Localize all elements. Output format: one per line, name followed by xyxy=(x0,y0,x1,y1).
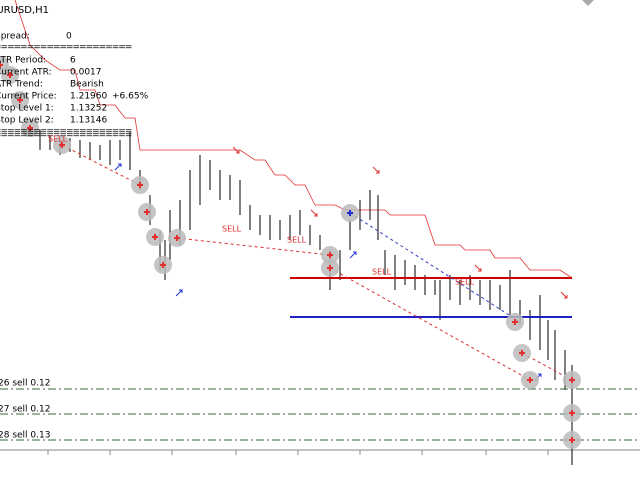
marker-cross xyxy=(137,182,143,188)
marker-cross xyxy=(327,252,333,258)
marker-cross xyxy=(7,72,13,78)
time-ticks xyxy=(47,450,549,455)
info-value: 6 xyxy=(70,56,76,66)
marker-cross xyxy=(152,234,158,240)
info-change: +6.65% xyxy=(112,92,149,102)
trailing-stop xyxy=(14,0,573,279)
separator: ===================== xyxy=(0,43,132,53)
info-label: Spread: xyxy=(0,32,30,42)
marker-cross xyxy=(512,319,518,325)
separator: ===================== xyxy=(0,131,132,141)
info-value: 1.13146 xyxy=(70,116,107,126)
order-label: 28 sell 0.13 xyxy=(0,431,50,441)
trade-markers xyxy=(0,56,581,449)
info-value: Bearish xyxy=(70,80,104,90)
info-value: 0 xyxy=(66,32,72,42)
separator: ===================== xyxy=(0,127,132,137)
info-value: 1.21960 xyxy=(70,92,107,102)
info-label: Stop Level 2: xyxy=(0,116,54,126)
marker-cross xyxy=(327,265,333,271)
info-value: 0.0017 xyxy=(70,68,102,78)
sell-label: SELL xyxy=(287,236,307,245)
order-label: 27 sell 0.12 xyxy=(0,405,50,415)
sell-label: SELL xyxy=(372,268,392,277)
price-bars xyxy=(39,130,573,465)
marker-cross xyxy=(527,377,533,383)
marker-cross xyxy=(569,437,575,443)
info-label: Stop Level 1: xyxy=(0,104,54,114)
sell-label: SELL xyxy=(222,225,242,234)
symbol-label: EURUSD,H1 xyxy=(0,5,49,16)
marker-cross xyxy=(347,210,353,216)
order-lines xyxy=(0,388,640,441)
marker-cross xyxy=(27,125,33,131)
sell-label: SELL xyxy=(48,135,68,144)
info-panel: ========================================… xyxy=(0,32,149,141)
trade-links xyxy=(61,144,573,381)
info-label: Current ATR: xyxy=(0,68,52,78)
sell-label: SELL xyxy=(455,278,475,287)
order-label: 26 sell 0.12 xyxy=(0,379,50,389)
info-value: 1.13252 xyxy=(70,104,107,114)
marker-cross xyxy=(569,377,575,383)
marker-cross xyxy=(160,262,166,268)
info-label: ATR Period: xyxy=(0,56,46,66)
scroll-marker xyxy=(582,0,594,6)
marker-cross xyxy=(17,97,23,103)
marker-cross xyxy=(0,62,3,68)
marker-cross xyxy=(519,350,525,356)
marker-cross xyxy=(569,410,575,416)
order-labels: 26 sell 0.12 27 sell 0.12 28 sell 0.13 xyxy=(0,379,50,441)
sell-arrows xyxy=(232,146,568,299)
info-label: Current Price: xyxy=(0,92,57,102)
marker-cross xyxy=(174,235,180,241)
marker-cross xyxy=(144,209,150,215)
trade-labels: SELL SELL SELL SELL SELL xyxy=(48,135,475,287)
info-label: ATR Trend: xyxy=(0,80,43,90)
trade-link-blue xyxy=(349,212,521,323)
marker-cross xyxy=(59,142,65,148)
